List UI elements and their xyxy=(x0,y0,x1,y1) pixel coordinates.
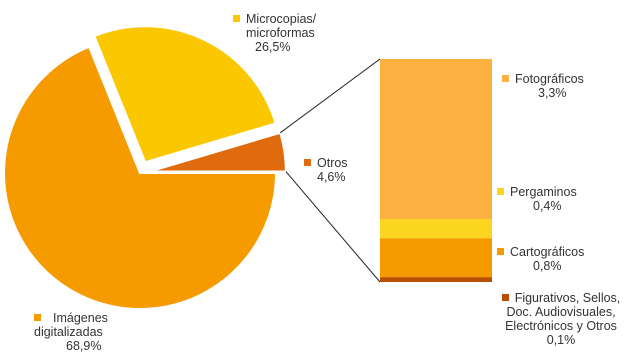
label-figurativos-line1: Figurativos, Sellos, xyxy=(514,291,621,305)
label-imagenes-line1: Imágenes xyxy=(53,311,108,325)
legend-swatch-fotograficos xyxy=(502,75,509,82)
label-figurativos-line2: Doc. Audiovisuales, xyxy=(506,305,616,319)
label-figurativos: Figurativos, Sellos, Doc. Audiovisuales,… xyxy=(482,291,640,347)
label-imagenes-value: 68,9% xyxy=(66,339,102,353)
breakdown-bar xyxy=(380,59,492,282)
pie-slice-imagenes xyxy=(3,45,278,310)
label-figurativos-value: 0,1% xyxy=(546,333,576,347)
label-cartograficos-name: Cartográficos xyxy=(510,245,585,259)
connector-lines xyxy=(279,58,381,283)
label-pergaminos-value: 0,4% xyxy=(533,199,562,213)
pie-slice-microcopias xyxy=(93,25,277,164)
connector-line-bottom xyxy=(285,171,381,283)
legend-swatch-cartograficos xyxy=(497,248,504,255)
label-otros-name: Otros xyxy=(317,156,348,170)
label-fotograficos-name: Fotográficos xyxy=(515,72,584,86)
label-otros: Otros 4,6% xyxy=(304,156,348,184)
legend-swatch-microcopias xyxy=(233,15,240,22)
legend-swatch-pergaminos xyxy=(497,188,504,195)
bar-segment-fotograficos xyxy=(380,59,492,219)
label-microcopias-value: 26,5% xyxy=(255,40,291,54)
label-fotograficos-value: 3,3% xyxy=(538,86,567,100)
label-fotograficos: Fotográficos 3,3% xyxy=(502,72,584,100)
label-imagenes: Imágenes digitalizadas 68,9% xyxy=(32,311,108,353)
bar-segment-cartograficos xyxy=(380,238,492,278)
label-microcopias-line1: Microcopias/ xyxy=(246,12,317,26)
label-otros-value: 4,6% xyxy=(317,170,346,184)
label-figurativos-line3: Electrónicos y Otros xyxy=(505,319,617,333)
legend-swatch-imagenes xyxy=(34,314,41,321)
label-cartograficos: Cartográficos 0,8% xyxy=(497,245,584,273)
bar-segment-pergaminos xyxy=(380,218,492,239)
pie-slice-otros xyxy=(149,131,287,173)
label-pergaminos-name: Pergaminos xyxy=(510,185,577,199)
label-imagenes-line2: digitalizadas xyxy=(34,325,103,339)
label-pergaminos: Pergaminos 0,4% xyxy=(497,185,577,213)
legend-swatch-figurativos xyxy=(501,294,509,301)
legend-swatch-otros xyxy=(304,159,311,166)
label-cartograficos-value: 0,8% xyxy=(533,259,562,273)
connector-line-top xyxy=(279,58,381,134)
bar-segment-figurativos xyxy=(380,277,492,282)
label-microcopias: Microcopias/ microformas 26,5% xyxy=(233,12,316,54)
pie-slices xyxy=(3,25,287,310)
label-microcopias-line2: microformas xyxy=(246,26,315,40)
